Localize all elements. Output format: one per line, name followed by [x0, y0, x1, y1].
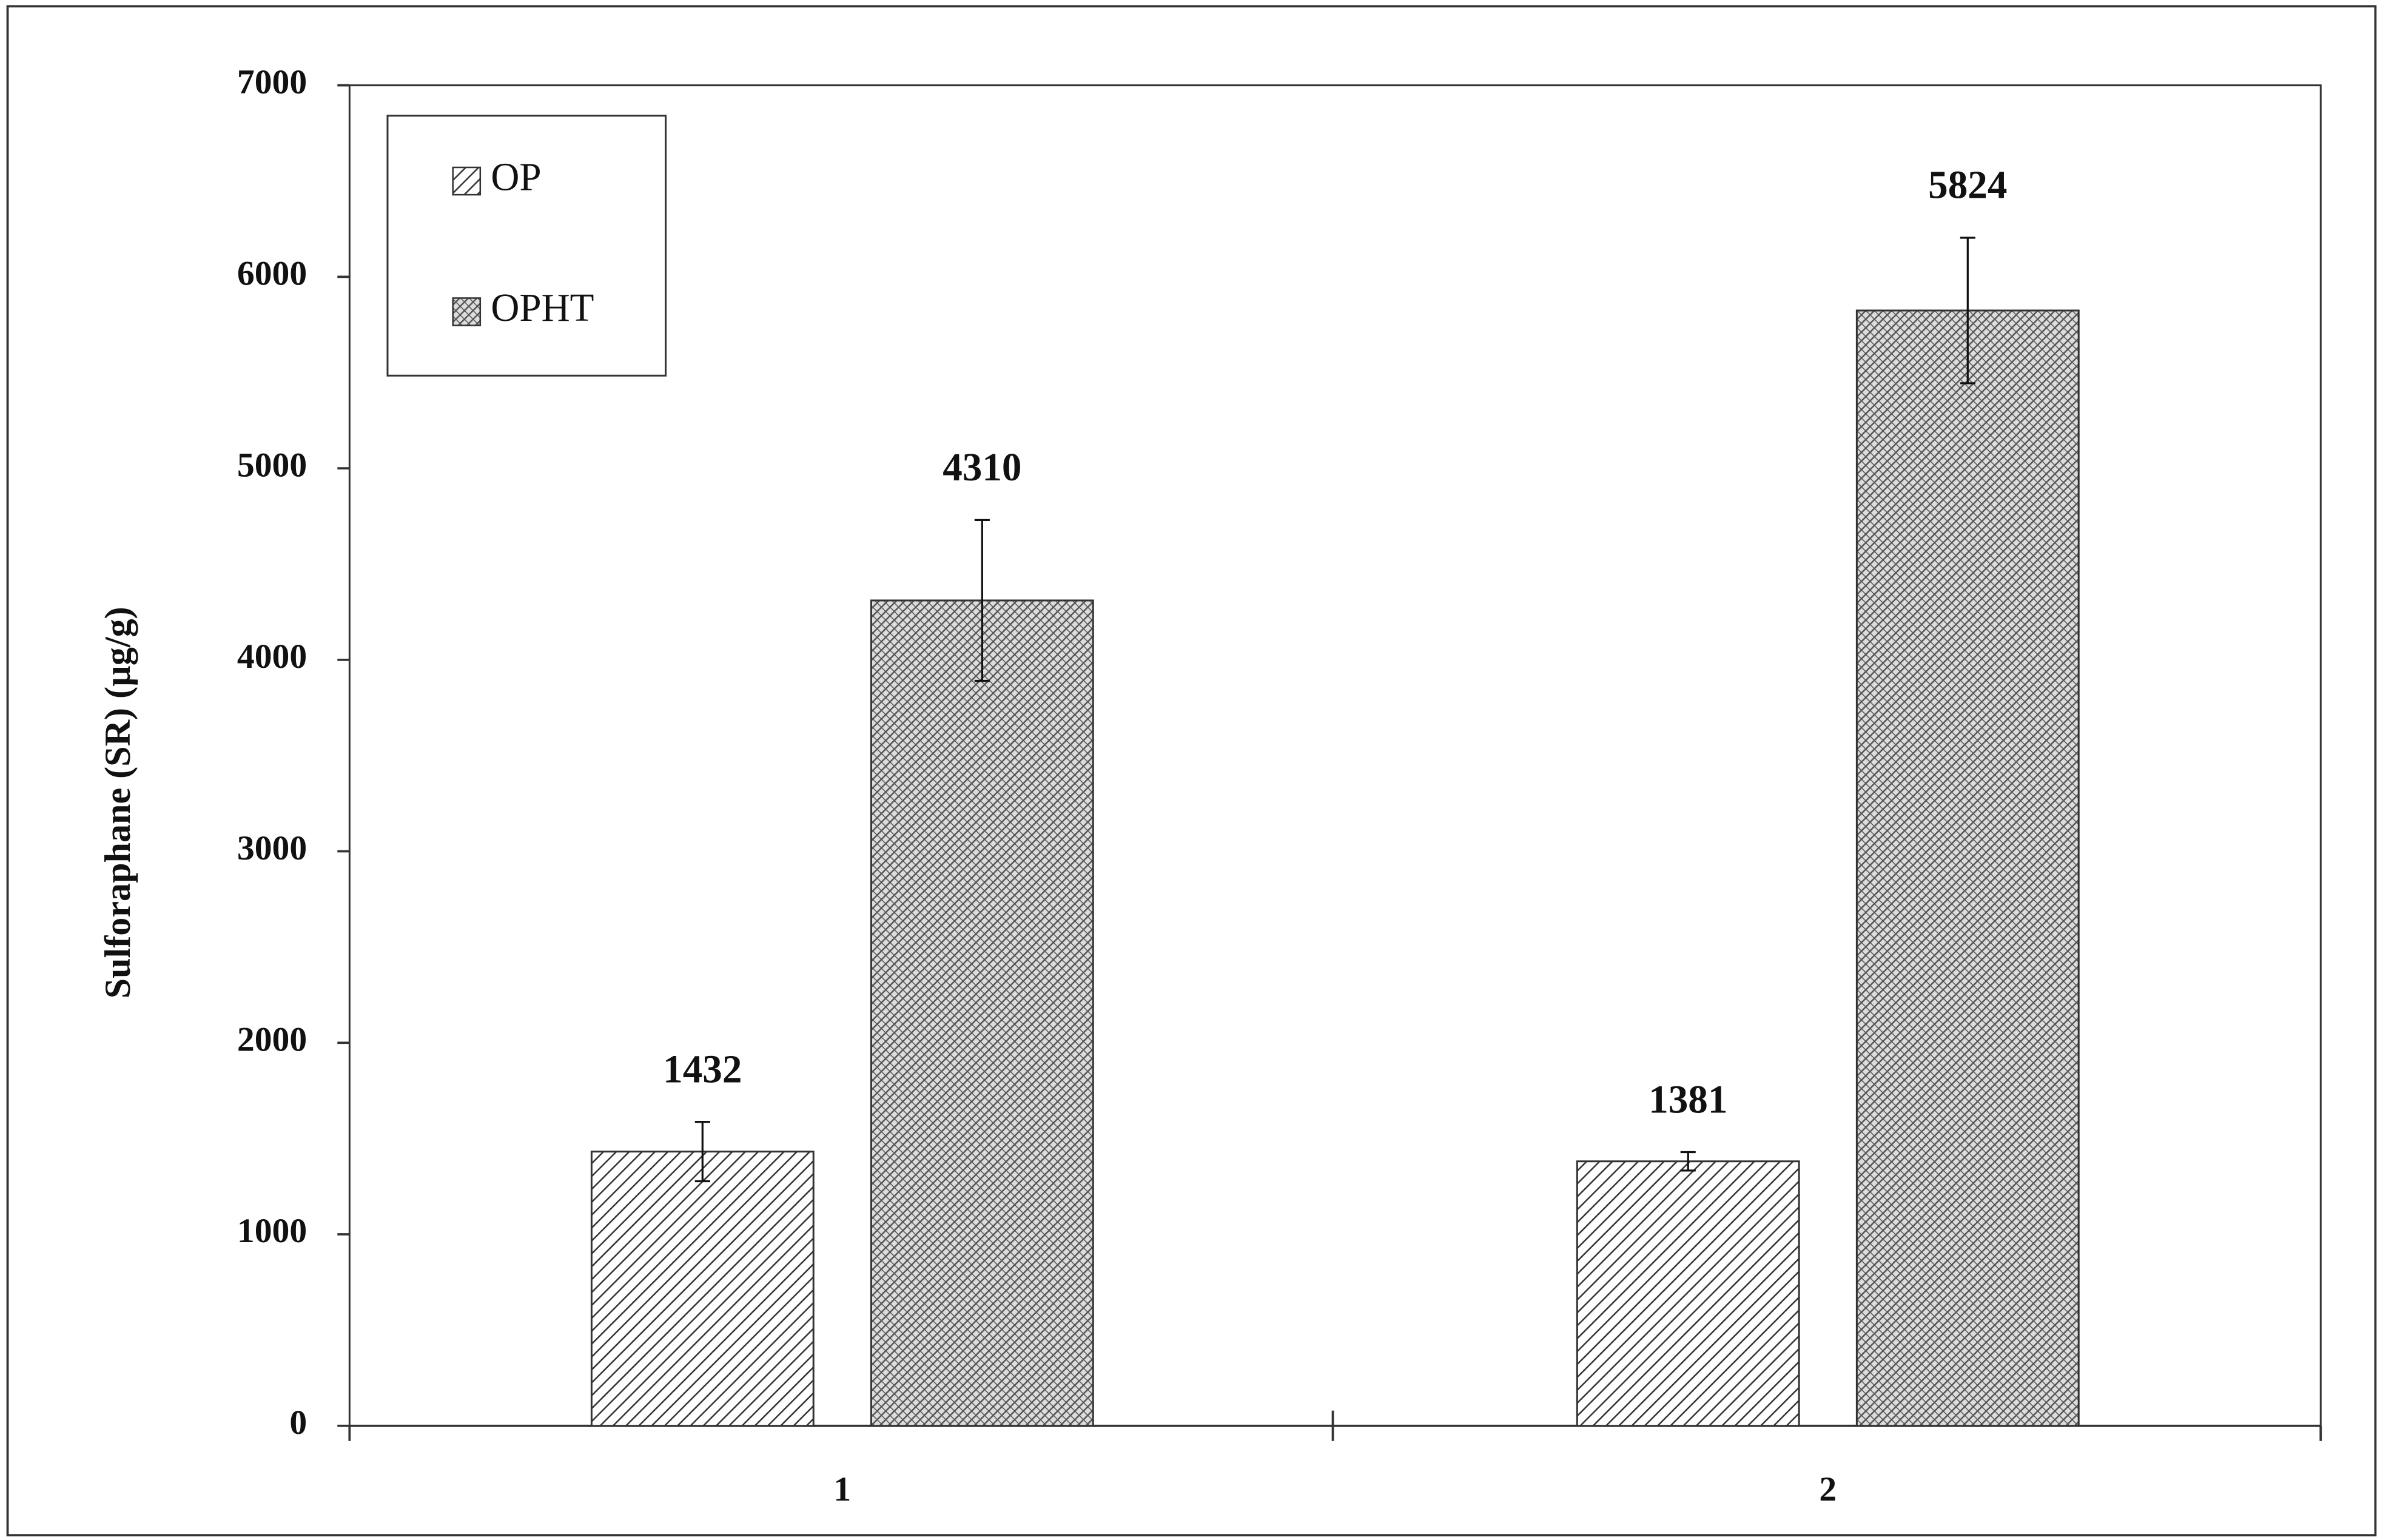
y-tick-label: 2000	[237, 1020, 307, 1058]
legend-label: OP	[491, 155, 541, 199]
x-tick-label: 2	[1819, 1470, 1837, 1508]
data-label: 5824	[1928, 164, 2007, 207]
y-axis-label: Sulforaphane (SR) (µg/g)	[98, 607, 138, 998]
bar	[1576, 1160, 1800, 1427]
legend-swatch	[452, 166, 482, 196]
legend	[386, 115, 667, 377]
bar	[1855, 309, 2080, 1427]
y-tick-label: 0	[289, 1404, 307, 1442]
y-tick-label: 4000	[237, 637, 307, 676]
y-tick-label: 3000	[237, 829, 307, 867]
bar	[590, 1151, 815, 1427]
y-tick-label: 7000	[237, 63, 307, 101]
y-tick-label: 1000	[237, 1212, 307, 1250]
data-label: 1432	[663, 1047, 742, 1091]
y-tick-label: 6000	[237, 255, 307, 293]
y-tick-label: 5000	[237, 446, 307, 484]
data-label: 1381	[1649, 1078, 1727, 1121]
legend-swatch	[452, 297, 482, 326]
x-tick-label: 1	[833, 1470, 851, 1508]
bar	[870, 599, 1094, 1427]
data-label: 4310	[943, 446, 1021, 489]
legend-label: OPHT	[491, 286, 594, 330]
